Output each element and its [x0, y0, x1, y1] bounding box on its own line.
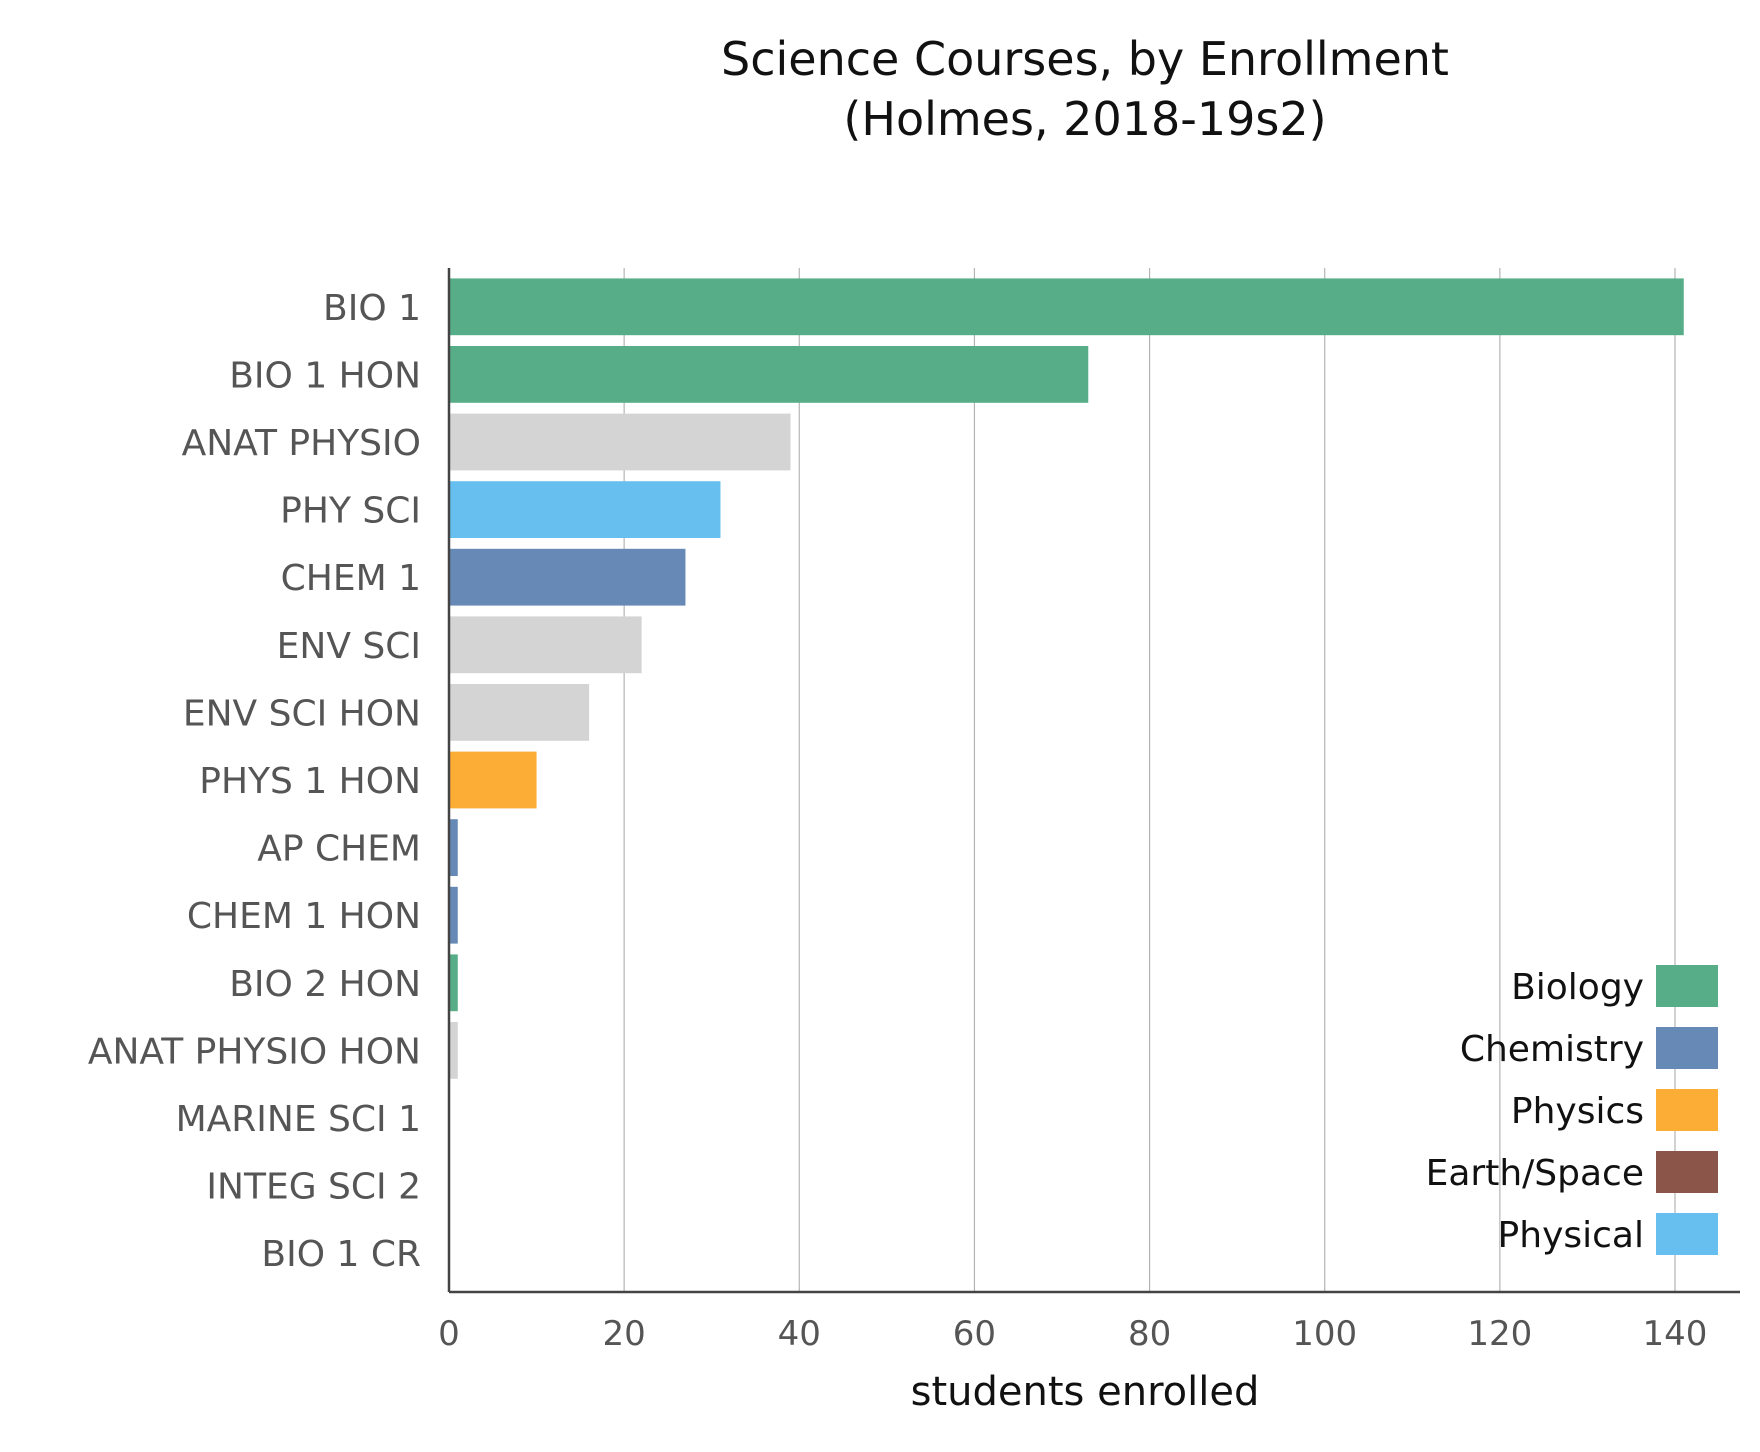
legend-label: Biology — [1511, 967, 1644, 1008]
bar-phys-1-hon — [449, 751, 537, 809]
bar-phy-sci — [449, 481, 721, 538]
x-tick-label: 100 — [1292, 1314, 1357, 1354]
legend-swatch — [1656, 1027, 1718, 1069]
legend-swatch — [1656, 1213, 1718, 1255]
category-label: AP CHEM — [257, 829, 421, 870]
x-tick-label: 120 — [1467, 1314, 1532, 1354]
category-labels: BIO 1 BIO 1 HON ANAT PHYSIO PHY SCI CHEM 1 EN… — [88, 288, 421, 1275]
category-label: INTEG SCI 2 — [206, 1167, 421, 1208]
category-label: BIO 1 HON — [229, 355, 421, 396]
category-label: ENV SCI — [277, 626, 421, 667]
axes — [447, 268, 1740, 1294]
legend-label: Earth/Space — [1426, 1153, 1644, 1194]
chart-title: Science Courses, by Enrollment — [721, 32, 1449, 86]
x-tick-label: 20 — [603, 1314, 646, 1354]
legend-label: Physics — [1511, 1091, 1644, 1132]
gridlines — [623, 268, 1676, 1292]
category-label: ANAT PHYSIO — [182, 423, 421, 464]
bar-bio-2-hon — [449, 954, 458, 1012]
legend-swatch — [1656, 965, 1718, 1007]
category-label: ANAT PHYSIO HON — [88, 1031, 421, 1072]
legend-swatch — [1656, 1089, 1718, 1131]
x-tick-label: 60 — [953, 1314, 996, 1354]
category-label: BIO 1 CR — [261, 1234, 421, 1275]
category-label: CHEM 1 HON — [187, 896, 421, 937]
bar-env-sci-hon — [449, 684, 590, 741]
legend-label: Physical — [1498, 1215, 1644, 1256]
category-label: MARINE SCI 1 — [176, 1099, 421, 1140]
bar-bio-1 — [449, 278, 1684, 336]
legend-label: Chemistry — [1460, 1029, 1644, 1070]
chart-subtitle: (Holmes, 2018-19s2) — [843, 92, 1326, 146]
category-label: PHYS 1 HON — [199, 761, 421, 802]
bar-anat-physio — [449, 413, 791, 471]
category-label: PHY SCI — [280, 491, 421, 532]
legend-swatch — [1656, 1151, 1718, 1193]
bars — [449, 278, 1684, 1079]
x-tick-labels: 0 20 40 60 80 100 120 140 — [438, 1314, 1707, 1354]
category-label: CHEM 1 — [281, 558, 421, 599]
category-label: ENV SCI HON — [183, 693, 421, 734]
bar-chem-1-hon — [449, 886, 458, 944]
bar-bio-1-hon — [449, 346, 1089, 403]
bar-ap-chem — [449, 819, 458, 876]
category-label: BIO 1 — [323, 288, 421, 329]
legend: Biology Chemistry Physics Earth/Space Physic… — [1426, 965, 1718, 1256]
x-tick-label: 140 — [1643, 1314, 1708, 1354]
x-tick-label: 0 — [438, 1314, 460, 1354]
x-tick-label: 40 — [778, 1314, 821, 1354]
bar-env-sci — [449, 616, 642, 674]
bar-chem-1 — [449, 548, 686, 606]
x-axis-title: students enrolled — [911, 1369, 1260, 1415]
x-tick-label: 80 — [1128, 1314, 1171, 1354]
bar-anat-physio-hon — [449, 1022, 458, 1079]
category-label: BIO 2 HON — [229, 964, 421, 1005]
